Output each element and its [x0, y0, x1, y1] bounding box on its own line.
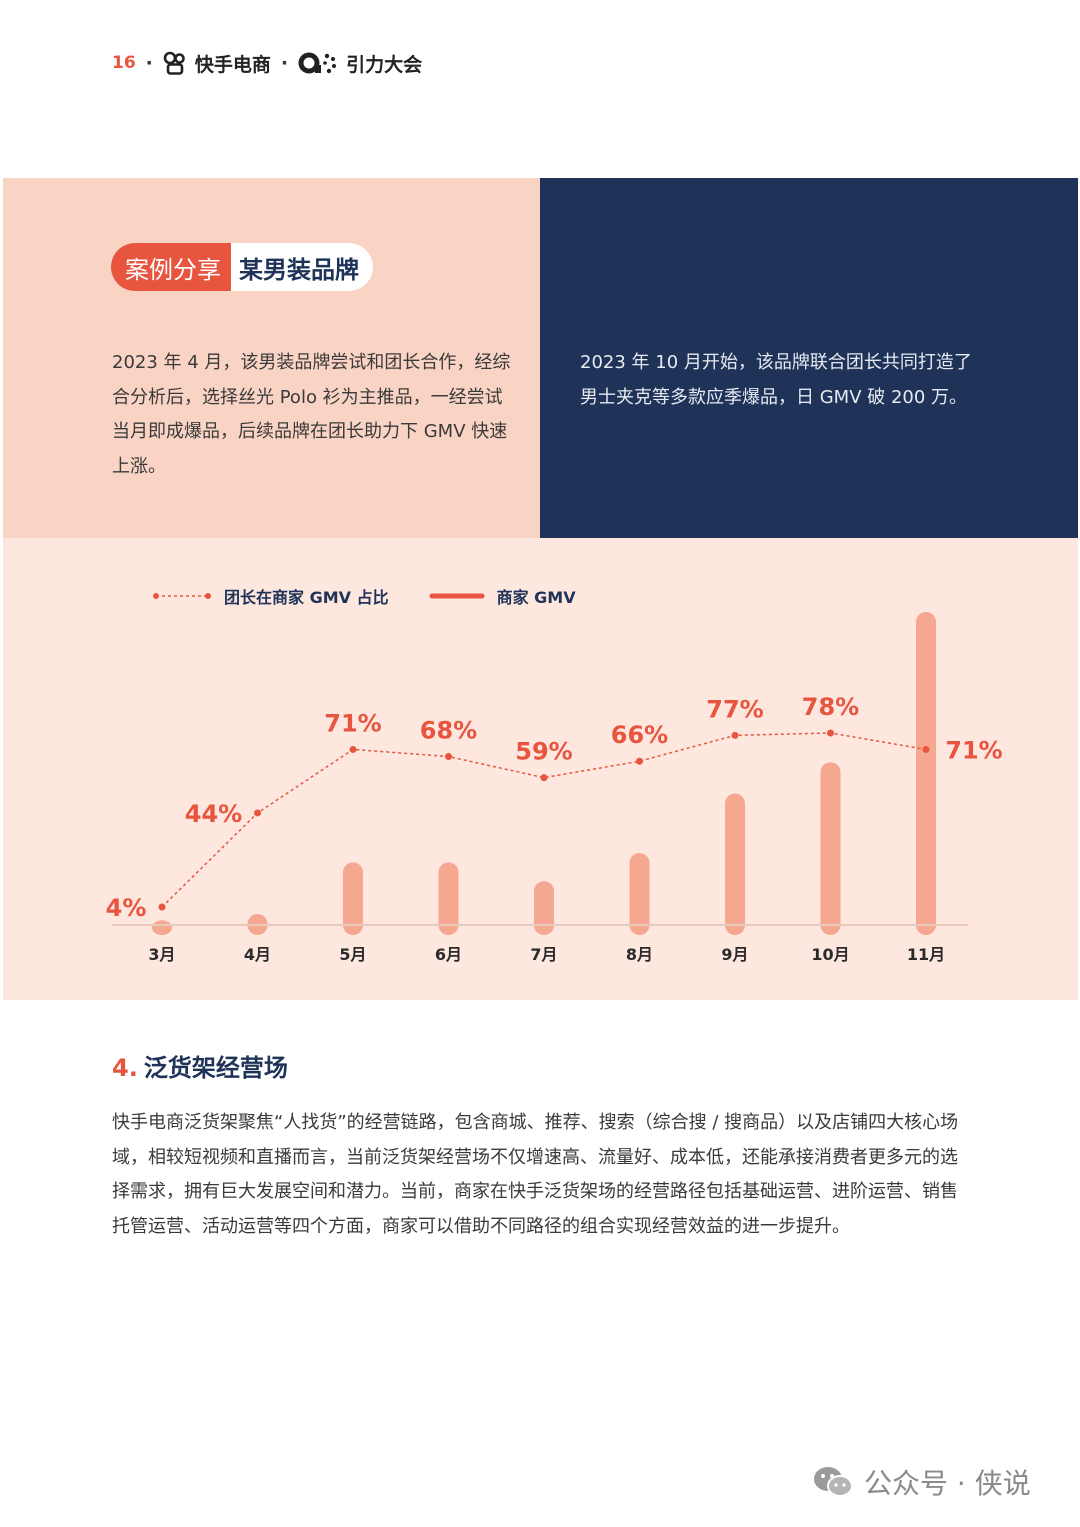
case-badge-label: 案例分享	[111, 243, 231, 291]
x-tick-label-6: 8月	[626, 945, 653, 964]
share-label-7: 77%	[706, 695, 763, 723]
watermark: 公众号 · 侠说	[812, 1462, 1031, 1502]
x-tick-label-2: 4月	[244, 945, 271, 964]
gmv-chart: 4% 44% 71% 68% 59% 66% 77% 78% 71% 3月 4月 5月 6月 7月 8月 9…	[106, 612, 1003, 964]
share-point-4	[445, 753, 452, 761]
gmv-bar-9	[916, 612, 936, 935]
x-tick-label-1: 3月	[148, 945, 175, 964]
header-separator: ·	[145, 52, 153, 74]
legend-solid-bar-icon	[429, 593, 485, 599]
x-tick-label-3: 5月	[339, 945, 366, 964]
share-label-1: 4%	[106, 894, 147, 922]
brand-kuaishou-ecommerce: 快手电商	[194, 53, 271, 76]
case-right-panel	[540, 178, 1078, 538]
gmv-bar-8	[820, 762, 841, 935]
legend-item-share: 团长在商家 GMV 占比	[152, 584, 389, 608]
legend-label-gmv: 商家 GMV	[496, 588, 576, 607]
section-title: 4. 泛货架经营场	[112, 1048, 288, 1083]
brand-gravity-conference: 引力大会	[346, 53, 423, 76]
case-right-text: 2023 年 10 月开始，该品牌联合团长共同打造了男士夹克等多款应季爆品，日 …	[580, 352, 972, 408]
gmv-bar-1	[152, 920, 172, 935]
share-point-8	[827, 729, 834, 737]
share-point-5	[540, 774, 548, 782]
share-label-2: 44%	[185, 800, 242, 828]
section-body: 快手电商泛货架聚焦“人找货”的经营链路，包含商城、推荐、搜索（综合搜 / 搜商品…	[112, 1112, 959, 1237]
legend-label-share: 团长在商家 GMV 占比	[224, 588, 389, 607]
share-point-7	[731, 731, 739, 739]
case-left-panel	[3, 178, 540, 538]
watermark-text: 公众号 · 侠说	[864, 1467, 1031, 1500]
x-tick-label-5: 7月	[530, 945, 557, 964]
share-label-3: 71%	[324, 709, 381, 737]
share-label-8: 78%	[802, 693, 859, 721]
case-badge-title: 某男装品牌	[231, 243, 373, 291]
case-left-text: 2023 年 4 月，该男装品牌尝试和团长合作，经综合分析后，选择丝光 Polo…	[112, 352, 511, 477]
share-label-6: 66%	[611, 721, 668, 749]
share-label-9: 71%	[945, 736, 1002, 764]
section-number: 4.	[112, 1054, 138, 1082]
share-point-9	[922, 745, 930, 753]
gravity-conference-logo-icon	[298, 52, 337, 74]
gmv-bar-4	[438, 862, 459, 935]
section-title-text: 泛货架经营场	[143, 1054, 288, 1082]
header-separator-2: ·	[280, 52, 289, 74]
x-tick-label-9: 11月	[907, 945, 945, 964]
page-header: 16 · 快手电商 · 引力大会	[112, 46, 422, 80]
gmv-bar-5	[534, 881, 554, 935]
x-tick-label-4: 6月	[435, 945, 462, 964]
share-label-4: 68%	[420, 717, 477, 745]
wechat-icon	[814, 1467, 853, 1497]
x-tick-label-8: 10月	[811, 945, 849, 964]
kuaishou-logo-icon	[163, 51, 185, 75]
chart-legend: 团长在商家 GMV 占比 商家 GMV	[152, 583, 616, 609]
share-label-5: 59%	[515, 738, 572, 766]
gmv-bar-7	[725, 793, 745, 935]
share-point-1	[158, 903, 166, 911]
share-point-6	[636, 757, 643, 765]
case-badge: 案例分享 某男装品牌	[111, 243, 373, 291]
share-point-2	[254, 809, 261, 817]
gmv-bar-6	[629, 853, 650, 935]
gmv-bar-3	[343, 862, 363, 935]
legend-dotted-line-icon	[153, 593, 211, 599]
share-point-3	[349, 745, 357, 753]
legend-item-gmv: 商家 GMV	[429, 584, 576, 608]
x-tick-label-7: 9月	[721, 945, 748, 964]
page-number: 16	[112, 53, 136, 73]
